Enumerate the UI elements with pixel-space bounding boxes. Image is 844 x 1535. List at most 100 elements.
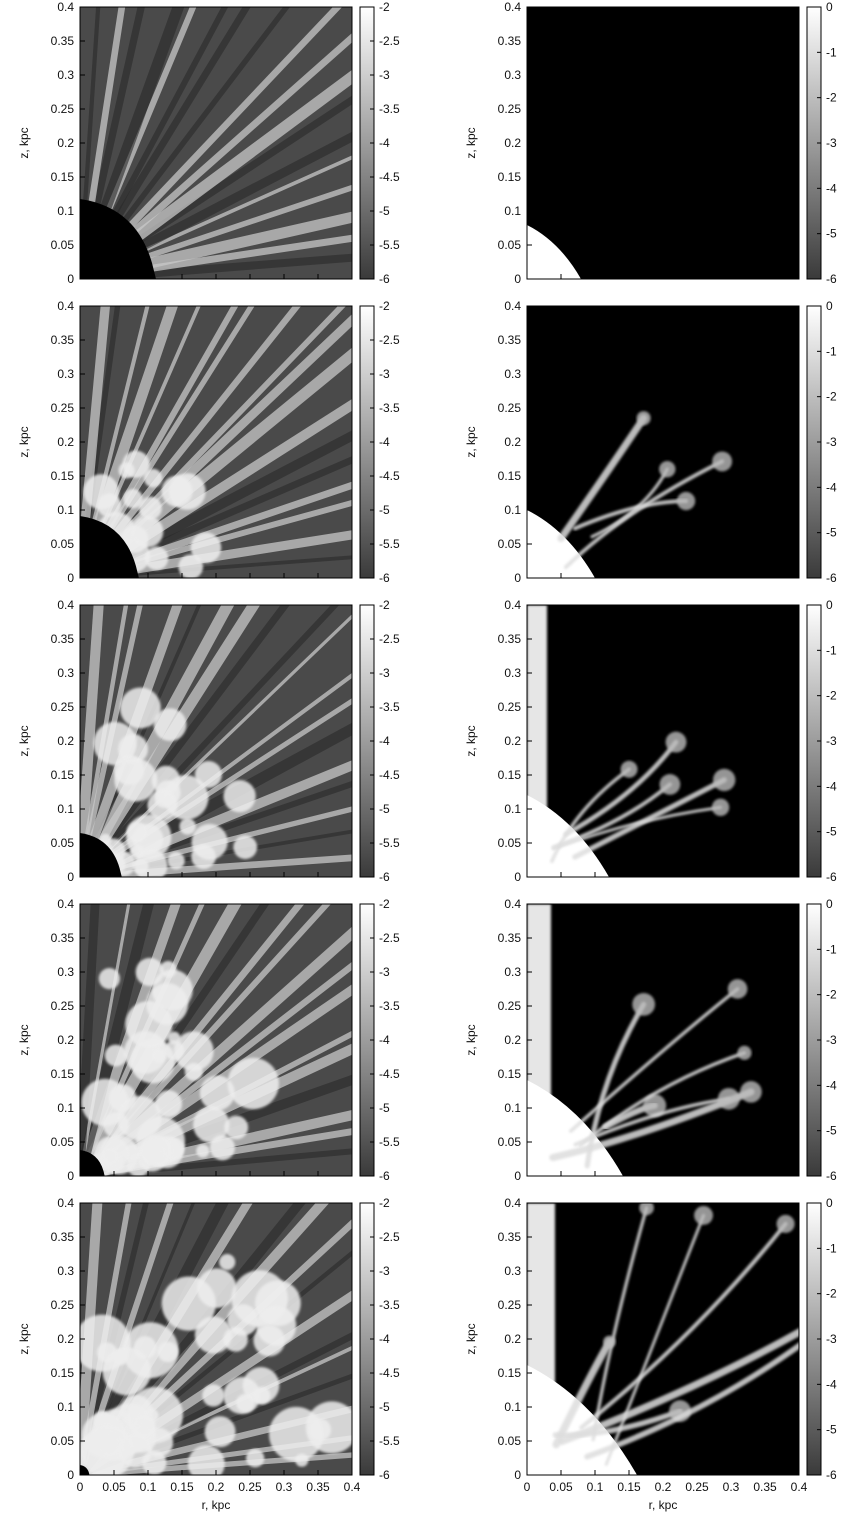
y-tick-label: 0.2 (504, 136, 521, 150)
cloud-blob (187, 1445, 225, 1475)
x-tick-label: 0.3 (723, 1480, 740, 1494)
colorbar-tick-label: -5.5 (379, 537, 400, 551)
x-tick-label: 0 (524, 1480, 531, 1494)
cloud-blob (233, 835, 258, 860)
y-axis-label: z, kpc (464, 1024, 478, 1055)
filament-head (711, 798, 730, 817)
colorbar-tick-label: -4 (826, 779, 837, 793)
cloud-blob (246, 1449, 265, 1468)
colorbar-tick-label: -3 (826, 136, 837, 150)
cloud-blob (204, 1416, 236, 1448)
colorbar-tick-label: -6 (379, 1468, 390, 1482)
cloud-blob (119, 687, 161, 729)
filament-head (740, 1081, 762, 1103)
colorbar-tick-label: -3 (826, 435, 837, 449)
panel-left-1: 0 0.05 0.1 0.15 0.2 0.25 0.3 0.35 0.4 z, kpc -2 -2.… (17, 0, 400, 286)
y-tick-label: 0.25 (498, 1298, 522, 1312)
filament (557, 414, 648, 542)
colorbar-tick-label: -4 (826, 1078, 837, 1092)
y-tick-label: 0.1 (504, 503, 521, 517)
cloud-blob (168, 473, 206, 510)
y-tick-label: 0.05 (51, 238, 75, 252)
colorbar-tick-label: -6 (379, 272, 390, 286)
y-tick-label: 0.15 (51, 170, 75, 184)
x-tick-label: 0.25 (238, 1480, 262, 1494)
y-tick-label: 0 (514, 571, 521, 585)
filament (551, 805, 723, 851)
density-streak (80, 1203, 196, 1475)
filament (563, 459, 725, 570)
cloud-blob (219, 1254, 236, 1271)
colorbar-tick-label: 0 (826, 598, 833, 612)
colorbar-tick-label: -5.5 (379, 1135, 400, 1149)
heatmap-background (527, 306, 799, 578)
y-tick-label: 0.15 (498, 1067, 522, 1081)
y-tick-label: 0.05 (498, 836, 522, 850)
y-tick-label: 0.3 (504, 68, 521, 82)
y-tick-label: 0.35 (51, 931, 75, 945)
x-axis-label: r, kpc (649, 1498, 678, 1512)
y-tick-label: 0 (514, 870, 521, 884)
dense-core (80, 516, 139, 578)
filament-head (712, 451, 733, 472)
heatmap-field (80, 1203, 352, 1475)
heatmap-field (80, 605, 352, 877)
colorbar-tick-label: -5 (826, 227, 837, 241)
y-axis-label: z, kpc (17, 426, 31, 457)
y-tick-label: 0.1 (57, 1101, 74, 1115)
filament (552, 1408, 683, 1438)
x-tick-label: 0.05 (102, 1480, 126, 1494)
y-tick-label: 0.1 (57, 1400, 74, 1414)
cloud-blob (184, 1062, 203, 1081)
y-tick-label: 0.4 (504, 1196, 521, 1210)
y-tick-label: 0.3 (57, 965, 74, 979)
filament-head (737, 1045, 752, 1060)
x-tick-label: 0.1 (587, 1480, 604, 1494)
y-tick-label: 0.4 (57, 299, 74, 313)
colorbar-tick-label: -5 (826, 1423, 837, 1437)
heatmap-field (527, 7, 799, 279)
y-tick-label: 0 (67, 571, 74, 585)
colorbar-tick-label: -3 (826, 1033, 837, 1047)
colorbar-tick-label: -4.5 (379, 1366, 400, 1380)
colorbar-tick-label: -4.5 (379, 768, 400, 782)
cloud-blob (140, 1135, 172, 1167)
cloud-blob (164, 1040, 185, 1061)
x-tick-label: 0.35 (306, 1480, 330, 1494)
y-tick-label: 0 (67, 870, 74, 884)
cloud-blob (253, 1386, 271, 1405)
y-tick-label: 0.15 (498, 170, 522, 184)
y-tick-label: 0.4 (57, 598, 74, 612)
y-tick-label: 0.05 (51, 1135, 75, 1149)
y-tick-label: 0.35 (498, 34, 522, 48)
y-tick-label: 0.25 (51, 700, 75, 714)
cloud-blob (81, 1425, 134, 1475)
filament (552, 1338, 614, 1449)
cloud-blob (143, 468, 163, 488)
y-tick-label: 0.4 (57, 0, 74, 14)
filament-head (636, 411, 651, 426)
y-tick-label: 0.25 (51, 1298, 75, 1312)
y-tick-label: 0.1 (504, 204, 521, 218)
y-tick-label: 0.4 (504, 0, 521, 14)
cloud-blob (178, 554, 204, 578)
panel-left-3: 0 0.05 0.1 0.15 0.2 0.25 0.3 0.35 0.4 z, kpc -2 -2.… (17, 598, 400, 884)
y-tick-label: 0.05 (498, 537, 522, 551)
dense-core (80, 833, 122, 877)
filament (558, 1328, 799, 1445)
filament-head (717, 1087, 740, 1110)
cloud-blob (223, 1327, 248, 1352)
colorbar-tick-label: -2 (379, 897, 390, 911)
colorbar-tick-label: -6 (826, 1468, 837, 1482)
colorbar-tick-label: -3.5 (379, 401, 400, 415)
y-axis-label: z, kpc (464, 426, 478, 457)
y-tick-label: 0.1 (57, 503, 74, 517)
colorbar-tick-label: 0 (826, 897, 833, 911)
cloud-core (527, 510, 595, 578)
y-axis-label: z, kpc (464, 725, 478, 756)
y-tick-label: 0 (67, 272, 74, 286)
filament-head (659, 460, 676, 478)
cloud-blob (147, 790, 178, 821)
cloud-blob (224, 1115, 249, 1140)
y-tick-label: 0.25 (51, 999, 75, 1013)
